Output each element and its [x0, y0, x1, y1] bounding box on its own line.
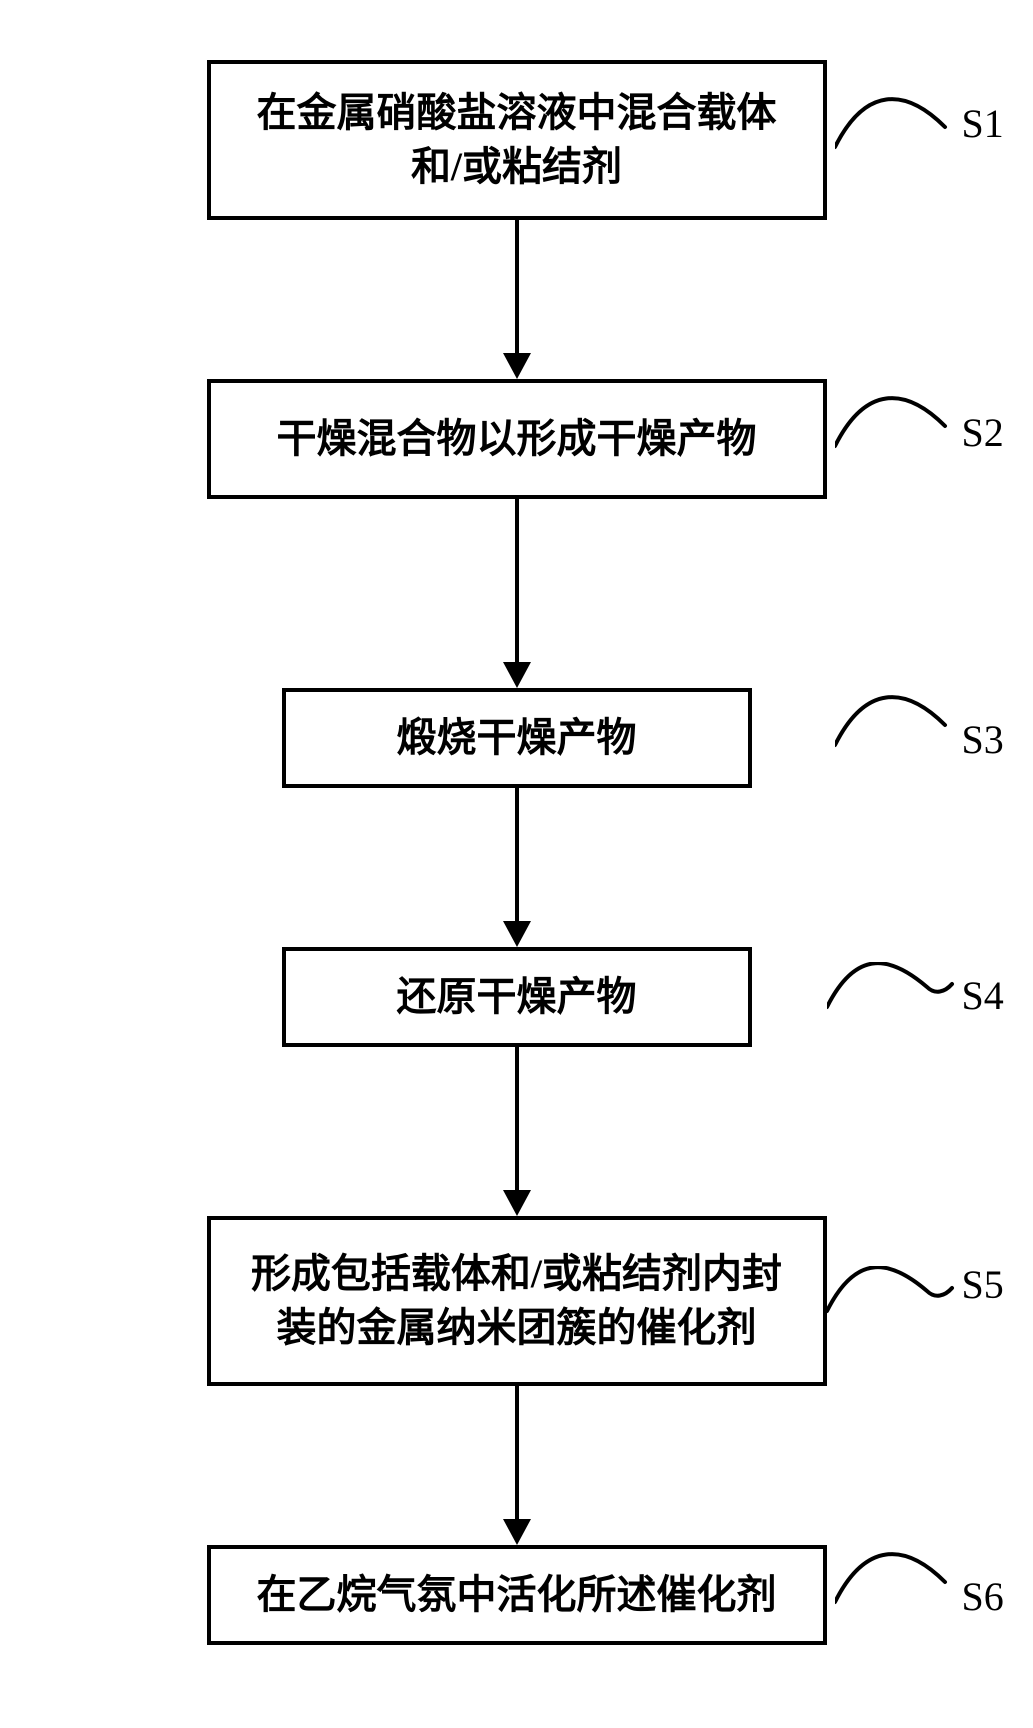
arrow-down — [503, 1386, 531, 1545]
step-text: 干燥混合物以形成干燥产物 — [277, 412, 757, 466]
step-s4: 还原干燥产物S4 — [282, 947, 752, 1047]
step-label: S5 — [962, 1261, 1004, 1308]
arrow-head-icon — [503, 921, 531, 947]
step-s2: 干燥混合物以形成干燥产物S2 — [207, 379, 827, 499]
arrow-down — [503, 499, 531, 688]
arrow-head-icon — [503, 1519, 531, 1545]
pointer-curve — [835, 1552, 975, 1622]
step-box: 在乙烷气氛中活化所述催化剂 — [207, 1545, 827, 1645]
step-s5: 形成包括载体和/或粘结剂内封装的金属纳米团簇的催化剂S5 — [207, 1216, 827, 1386]
step-text: 形成包括载体和/或粘结剂内封装的金属纳米团簇的催化剂 — [251, 1247, 782, 1355]
arrow-head-icon — [503, 662, 531, 688]
arrow-shaft — [515, 220, 519, 354]
arrow-shaft — [515, 499, 519, 663]
flowchart: 在金属硝酸盐溶液中混合载体和/或粘结剂S1 干燥混合物以形成干燥产物S2 煅烧干燥产… — [0, 60, 1033, 1645]
arrow-shaft — [515, 1386, 519, 1520]
step-box: 干燥混合物以形成干燥产物 — [207, 379, 827, 499]
pointer-curve — [827, 1266, 967, 1336]
arrow-down — [503, 1047, 531, 1216]
step-box: 还原干燥产物 — [282, 947, 752, 1047]
pointer-curve — [835, 396, 975, 466]
arrow-down — [503, 788, 531, 947]
arrow-head-icon — [503, 1190, 531, 1216]
step-text: 还原干燥产物 — [397, 970, 637, 1024]
step-text: 在乙烷气氛中活化所述催化剂 — [257, 1568, 777, 1622]
step-box: 在金属硝酸盐溶液中混合载体和/或粘结剂 — [207, 60, 827, 220]
step-s3: 煅烧干燥产物S3 — [282, 688, 752, 788]
arrow-shaft — [515, 1047, 519, 1191]
pointer-curve — [835, 97, 975, 167]
step-s1: 在金属硝酸盐溶液中混合载体和/或粘结剂S1 — [207, 60, 827, 220]
step-box: 煅烧干燥产物 — [282, 688, 752, 788]
step-s6: 在乙烷气氛中活化所述催化剂S6 — [207, 1545, 827, 1645]
pointer-curve — [827, 962, 967, 1032]
pointer-curve — [835, 695, 975, 765]
step-label: S4 — [962, 972, 1004, 1019]
arrow-shaft — [515, 788, 519, 922]
arrow-down — [503, 220, 531, 379]
step-text: 在金属硝酸盐溶液中混合载体和/或粘结剂 — [257, 86, 777, 194]
step-text: 煅烧干燥产物 — [397, 711, 637, 765]
step-box: 形成包括载体和/或粘结剂内封装的金属纳米团簇的催化剂 — [207, 1216, 827, 1386]
arrow-head-icon — [503, 353, 531, 379]
